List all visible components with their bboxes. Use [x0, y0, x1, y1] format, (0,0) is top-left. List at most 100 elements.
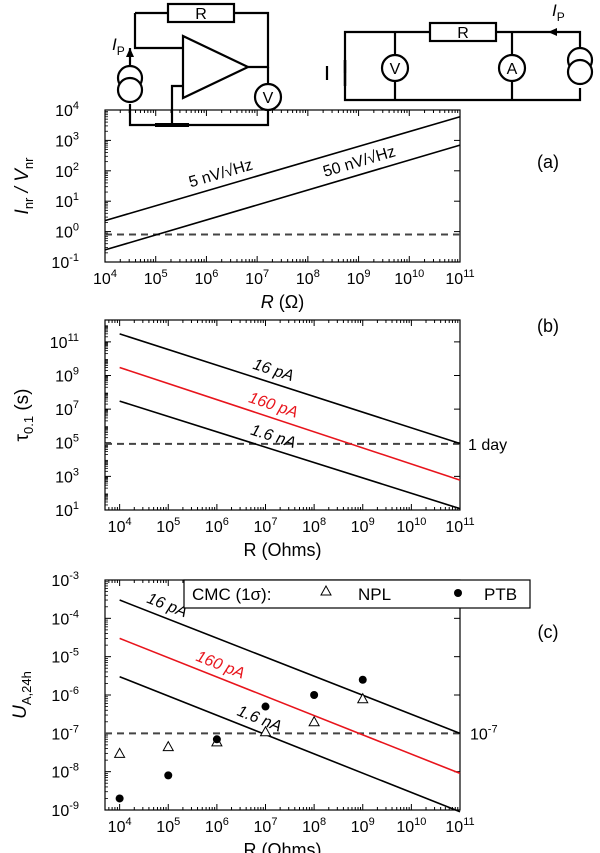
legend: CMC (1σ): NPL PTB — [183, 579, 531, 609]
y-tick-label: 103 — [55, 130, 79, 150]
y-tick-label: 10-7 — [51, 723, 79, 743]
x-tick-label: 106 — [205, 516, 229, 536]
reference-label: 1 day — [468, 437, 507, 454]
y-tick-label: 10-9 — [51, 800, 79, 820]
x-tick-label: 108 — [302, 816, 326, 836]
panel-b: 104 105 106 107 108 109 1010 1011 101 103 105 107 10… — [12, 316, 559, 560]
y-tick-label: 100 — [55, 222, 79, 242]
x-tick-label: 105 — [156, 816, 180, 836]
y-tick-label: 107 — [55, 399, 79, 419]
panel-c: 104 105 106 107 108 109 1010 1011 10-9 10-8 10-7 10… — [10, 570, 559, 853]
circuit-right-voltmeter-label: V — [390, 61, 401, 78]
legend-ptb-label: PTB — [484, 585, 517, 604]
series-line — [104, 144, 461, 251]
x-tick-label: 1010 — [394, 268, 424, 288]
series-label: 1.6 nA — [249, 422, 298, 452]
x-tick-label: 108 — [302, 516, 326, 536]
x-tick-label: 1011 — [445, 516, 474, 536]
y-tick-label: 103 — [55, 466, 79, 486]
x-tick-label: 1010 — [396, 516, 426, 536]
x-axis-label: R (Ohms) — [244, 840, 322, 853]
series-line — [119, 400, 461, 510]
npl-point — [162, 740, 175, 752]
npl-point — [356, 692, 369, 704]
plot-frame — [104, 109, 461, 263]
series-label: 16 pA — [251, 356, 296, 385]
y-tick-label: 105 — [55, 433, 79, 453]
legend-ptb-marker — [454, 589, 462, 597]
x-tick-label: 107 — [254, 516, 278, 536]
legend-box — [183, 579, 531, 609]
y-tick-label: 1011 — [50, 332, 79, 352]
x-tick-label: 107 — [254, 816, 278, 836]
reference-label: 10-7 — [470, 723, 498, 743]
series-label: 16 pA — [144, 590, 189, 621]
legend-npl-marker — [320, 584, 332, 596]
panel-label: (c) — [538, 622, 559, 642]
y-tick-label: 10-6 — [51, 685, 79, 705]
circuit-right-ammeter-label: A — [507, 61, 518, 78]
panel-a: 104 105 106 107 108 109 1010 1011 10-1 100 101 102 1… — [12, 100, 559, 312]
circuit-right-source-label: IP — [552, 1, 565, 24]
ptb-point — [212, 735, 221, 744]
x-axis-label: R (Ω) — [261, 292, 304, 312]
current-arrow-right-icon — [548, 28, 557, 36]
x-tick-label: 104 — [108, 516, 132, 536]
ptb-point — [115, 794, 124, 803]
ptb-point — [310, 691, 319, 699]
npl-point — [259, 725, 272, 737]
circuit-right — [325, 21, 594, 102]
x-tick-label: 1011 — [445, 268, 474, 288]
y-tick-label: 109 — [55, 365, 79, 385]
series-line — [119, 599, 461, 735]
series-line — [119, 675, 461, 813]
y-tick-label: 10-3 — [51, 570, 79, 590]
y-tick-label: 102 — [55, 161, 79, 181]
y-tick-label: 101 — [55, 500, 79, 520]
y-axis-label: UA,24h — [10, 671, 34, 719]
x-tick-label: 109 — [351, 516, 375, 536]
x-axis-label: R (Ohms) — [244, 540, 322, 560]
x-tick-label: 108 — [296, 268, 320, 288]
x-tick-label: 1011 — [445, 816, 474, 836]
npl-point — [308, 715, 320, 727]
y-axis-label: Inr / Vnr — [12, 157, 36, 215]
series-line — [119, 637, 461, 775]
opamp-symbol — [181, 34, 251, 100]
ptb-point — [164, 771, 173, 780]
x-tick-label: 104 — [93, 268, 117, 288]
legend-npl-label: NPL — [358, 585, 391, 604]
y-tick-label: 10-8 — [51, 762, 79, 782]
panel-label: (b) — [537, 316, 559, 336]
x-tick-label: 105 — [144, 268, 168, 288]
x-tick-label: 105 — [156, 516, 180, 536]
panel-label: (a) — [537, 152, 559, 172]
circuit-left — [116, 2, 283, 127]
x-tick-label: 106 — [194, 268, 218, 288]
series-label: 160 pA — [247, 390, 300, 422]
series-line — [119, 333, 461, 445]
y-tick-label: 10-4 — [51, 608, 79, 628]
circuit-left-source-label: IP — [112, 35, 125, 58]
circuit-left-resistor-label: R — [195, 6, 207, 23]
circuit-right-resistor-label: R — [457, 25, 469, 42]
ptb-point — [358, 675, 367, 684]
legend-title: CMC (1σ): — [192, 585, 271, 604]
current-arrow-icon — [126, 48, 134, 57]
npl-point — [113, 747, 126, 758]
y-tick-label: 101 — [55, 191, 79, 211]
series-line — [104, 115, 461, 222]
y-tick-label: 10-1 — [51, 252, 79, 272]
plot-frame — [104, 319, 461, 511]
x-tick-label: 109 — [351, 816, 375, 836]
ptb-point — [261, 702, 270, 711]
series-line — [119, 366, 461, 481]
y-axis-label: τ0.1 (s) — [12, 388, 36, 441]
x-tick-label: 1010 — [396, 816, 426, 836]
x-tick-label: 109 — [347, 268, 371, 288]
x-tick-label: 104 — [108, 816, 132, 836]
y-tick-label: 104 — [55, 100, 79, 120]
series-label: 1.6 nA — [235, 703, 284, 736]
y-tick-label: 10-5 — [51, 647, 79, 667]
